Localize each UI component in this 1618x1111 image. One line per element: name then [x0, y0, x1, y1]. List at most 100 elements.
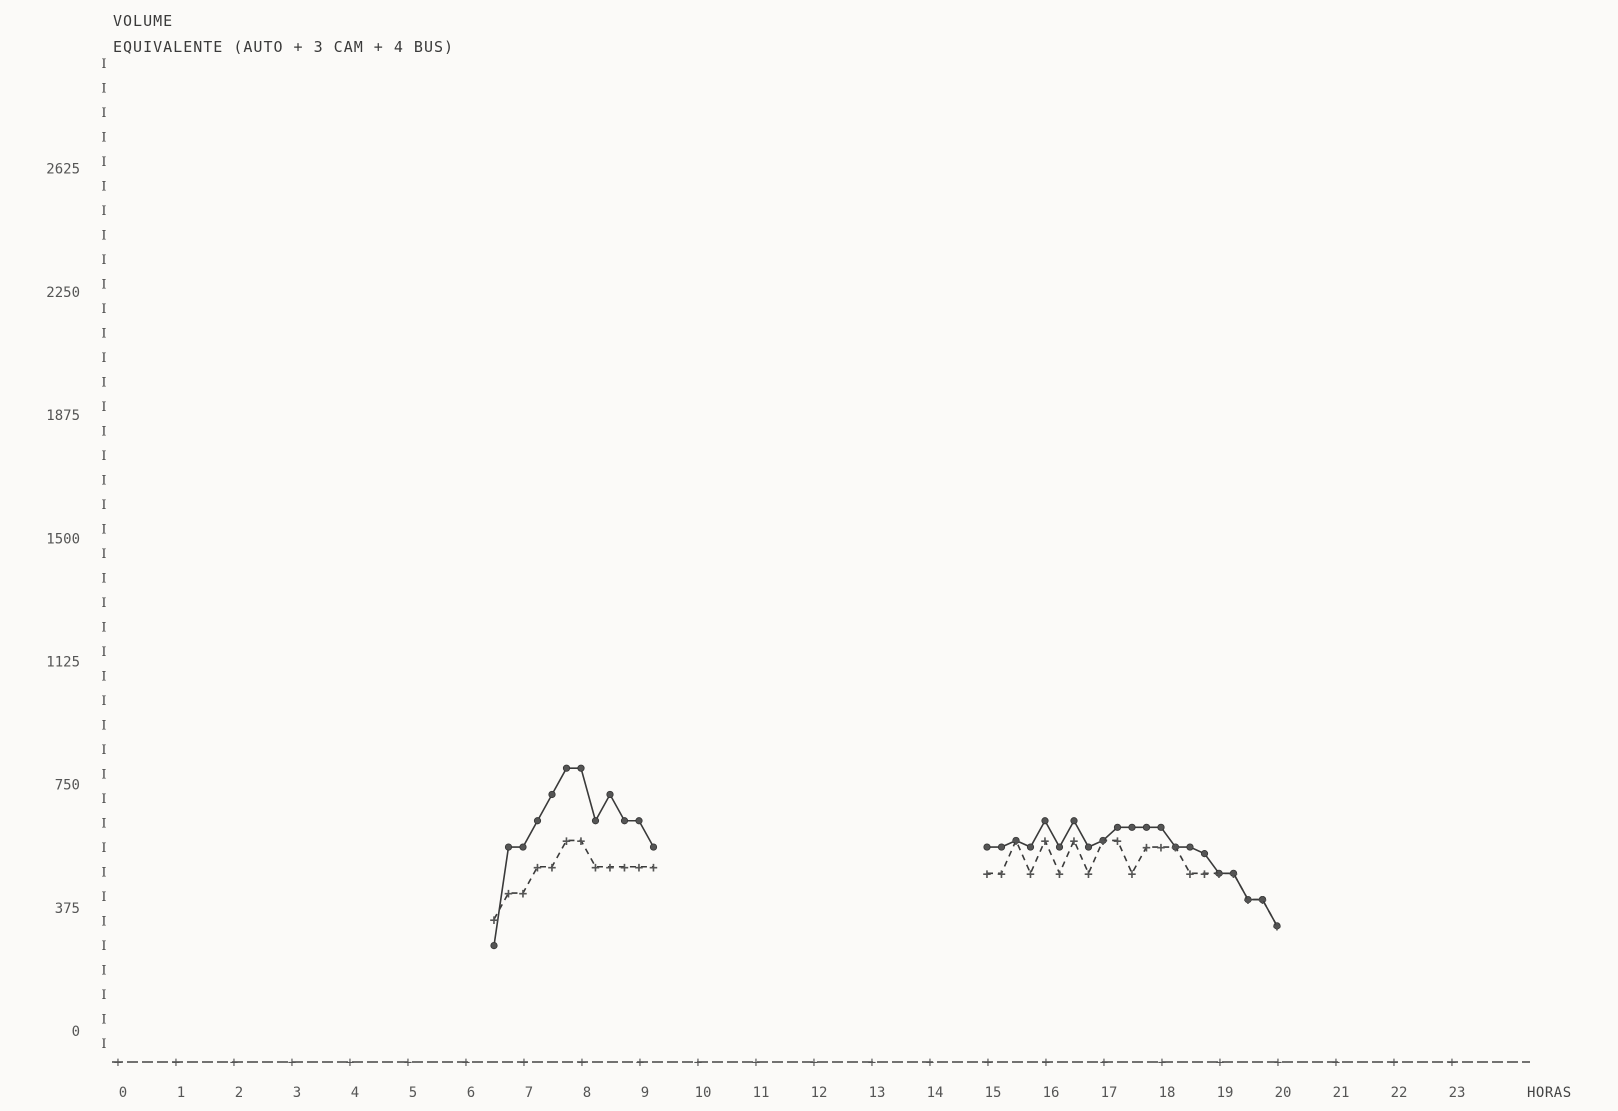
y-axis-char: I: [101, 547, 106, 562]
data-point: [1142, 823, 1151, 831]
x-tick-label: 0: [119, 1085, 127, 1101]
y-tick-label: 1125: [46, 654, 80, 670]
x-tick-mark: +: [346, 1055, 354, 1071]
y-axis-char: I: [101, 768, 106, 783]
series-1: [490, 764, 1281, 950]
y-axis-char: I: [101, 498, 106, 513]
x-axis-label: HORAS: [1527, 1085, 1572, 1101]
data-point: +: [1084, 866, 1092, 882]
x-tick-mark: +: [1100, 1055, 1108, 1071]
x-tick-label: 19: [1217, 1085, 1234, 1101]
data-point: [606, 790, 614, 799]
x-tick-label: 4: [351, 1085, 359, 1101]
y-tick-label: 375: [55, 901, 80, 917]
x-tick-mark: +: [462, 1055, 470, 1071]
y-axis-char: I: [101, 278, 106, 293]
x-tick-mark: +: [926, 1055, 934, 1071]
chart-title-line1: VOLUME: [113, 12, 173, 30]
y-axis-char: I: [101, 670, 106, 685]
y-axis-char: I: [101, 376, 106, 391]
y-axis-char: I: [101, 155, 106, 170]
data-point: +: [606, 860, 614, 876]
series-line: [493, 767, 655, 946]
data-point: [649, 843, 658, 851]
y-axis-char: I: [101, 645, 106, 660]
data-point: [635, 817, 643, 825]
x-tick-label: 2: [235, 1085, 243, 1101]
series-line: [987, 838, 1278, 927]
data-point: [1055, 843, 1064, 851]
y-axis-char: I: [101, 253, 106, 268]
series-line: [493, 839, 654, 920]
x-tick-mark: +: [1158, 1055, 1166, 1071]
data-point: +: [635, 860, 643, 876]
data-point: +: [1070, 833, 1078, 849]
x-tick-label: 23: [1449, 1085, 1466, 1101]
y-axis: IIIIIIIIIIIIIIIIIIIIIIIIIIIIIIIIIIIIIIII…: [101, 57, 106, 1052]
data-point: [1041, 817, 1049, 825]
x-tick-labels: 0 1 2 3 4 5 6 7 8 9 10 11 12 13 14 15 16 17 18 19 20 21 22 23: [119, 1085, 1466, 1101]
y-axis-char: I: [101, 719, 106, 734]
data-point: [562, 764, 571, 772]
y-axis-char: I: [101, 743, 106, 758]
x-tick-mark: +: [288, 1055, 296, 1071]
series-2: + + + + + + + + + + + + + + + + + + + + + + + + + + + + + + + + +: [490, 833, 1281, 934]
data-point: +: [1244, 893, 1252, 909]
x-tick-mark: +: [810, 1055, 818, 1071]
data-point: +: [1157, 840, 1165, 856]
y-axis-char: I: [101, 939, 106, 954]
x-tick-mark: +: [984, 1055, 992, 1071]
y-tick-label: 2625: [46, 162, 80, 178]
y-axis-char: I: [101, 474, 106, 489]
y-axis-char: I: [101, 1013, 106, 1028]
x-tick-label: 5: [409, 1085, 417, 1101]
data-point: [548, 790, 556, 799]
y-axis-char: I: [101, 449, 106, 464]
y-axis-char: I: [101, 400, 106, 415]
x-tick-mark: +: [404, 1055, 412, 1071]
y-axis-char: I: [101, 792, 106, 807]
x-tick-label: 14: [927, 1085, 944, 1101]
x-tick-mark: +: [1448, 1055, 1456, 1071]
y-axis-char: I: [101, 890, 106, 905]
data-point: [1084, 843, 1093, 851]
data-point: +: [1128, 866, 1136, 882]
y-axis-char: I: [101, 572, 106, 587]
data-point: +: [562, 833, 570, 849]
series-line: [987, 819, 1263, 901]
y-axis-char: I: [101, 621, 106, 636]
x-tick-mark: +: [578, 1055, 586, 1071]
data-point: +: [1273, 919, 1281, 935]
data-point: [577, 764, 585, 772]
data-point: [533, 817, 542, 825]
series-layer: + + + + + + + + + + + + + + + + + + + + + + + + + + + + + + + + +: [490, 764, 1281, 950]
data-point: +: [620, 860, 628, 876]
data-point: [519, 843, 527, 851]
data-point: +: [997, 866, 1005, 882]
y-axis-char: I: [101, 694, 106, 709]
x-axis: + + + + + + + + + + + + + + + + + + + + + + + +: [112, 1055, 1530, 1071]
y-axis-char: I: [101, 327, 106, 342]
x-tick-label: 7: [525, 1085, 533, 1101]
y-axis-char: I: [101, 131, 106, 146]
x-tick-mark: +: [868, 1055, 876, 1071]
x-tick-label: 1: [177, 1085, 185, 1101]
data-point: [1026, 843, 1035, 851]
y-axis-char: I: [101, 106, 106, 121]
data-point: +: [1171, 840, 1179, 856]
data-point: +: [490, 912, 498, 928]
data-point: +: [1099, 833, 1107, 849]
data-point: +: [591, 860, 599, 876]
data-point: +: [1186, 866, 1194, 882]
y-axis-char: I: [101, 302, 106, 317]
data-point: [591, 817, 600, 825]
x-tick-label: 12: [811, 1085, 828, 1101]
x-tick-mark: +: [636, 1055, 644, 1071]
y-axis-char: I: [101, 351, 106, 366]
data-point: +: [1215, 866, 1223, 882]
y-axis-char: I: [101, 425, 106, 440]
x-tick-label: 15: [985, 1085, 1002, 1101]
x-tick-label: 3: [293, 1085, 301, 1101]
data-point: +: [1229, 866, 1237, 882]
